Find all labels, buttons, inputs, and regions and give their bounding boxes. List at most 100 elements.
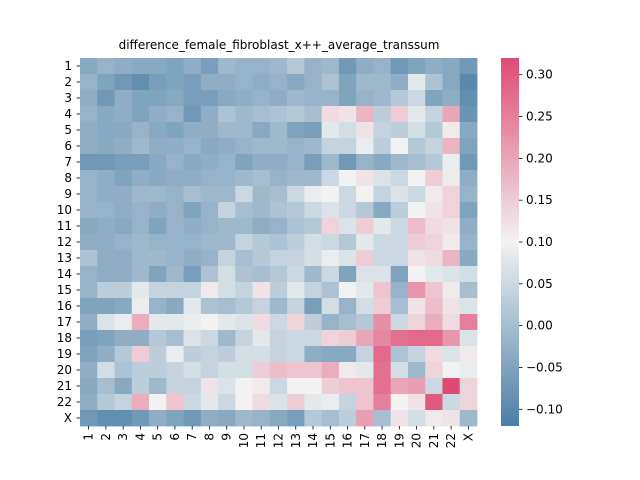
heatmap-cell — [235, 154, 254, 171]
heatmap-cell — [235, 234, 254, 251]
heatmap-cell — [390, 250, 409, 267]
heatmap-cell — [97, 314, 115, 331]
heatmap-cell — [407, 314, 426, 331]
heatmap-cell — [269, 186, 288, 203]
heatmap-cell — [269, 314, 288, 331]
heatmap-cell — [287, 282, 305, 299]
heatmap-cell — [166, 138, 184, 155]
heatmap-cell — [425, 154, 443, 171]
heatmap-cell — [269, 58, 288, 75]
heatmap-cell — [235, 314, 254, 331]
row-tick-label: 22 — [57, 395, 72, 409]
heatmap-cell — [183, 282, 202, 299]
heatmap-cell — [97, 186, 115, 203]
row-tick-label: 7 — [64, 155, 72, 169]
heatmap-cell — [131, 106, 150, 123]
heatmap-cell — [166, 58, 184, 75]
heatmap-cell — [338, 394, 357, 411]
heatmap-cell — [183, 138, 202, 155]
heatmap-cell — [235, 330, 254, 347]
row-tick-label: 5 — [64, 123, 72, 137]
heatmap-cell — [373, 106, 392, 123]
heatmap-cell — [459, 410, 478, 427]
heatmap-cell — [218, 266, 236, 283]
heatmap-cell — [338, 218, 357, 235]
heatmap-cell — [252, 90, 271, 107]
heatmap-cell — [200, 58, 219, 75]
heatmap-cell — [269, 330, 288, 347]
heatmap-cell — [442, 218, 461, 235]
col-tick-label: 19 — [392, 433, 406, 448]
heatmap-cell — [183, 106, 202, 123]
heatmap-cell — [149, 234, 167, 251]
heatmap-cell — [235, 138, 254, 155]
heatmap-cell — [80, 410, 98, 427]
heatmap-cell — [373, 330, 392, 347]
heatmap-cell — [407, 330, 426, 347]
heatmap-cell — [131, 394, 150, 411]
heatmap-cell — [149, 106, 167, 123]
heatmap-cell — [200, 202, 219, 219]
heatmap-cell — [183, 218, 202, 235]
heatmap-cell — [287, 298, 305, 315]
heatmap-cell — [166, 282, 184, 299]
heatmap-cell — [338, 58, 357, 75]
heatmap-cell — [200, 106, 219, 123]
colorbar-ticks: −0.10 −0.05 0.00 0.05 0.10 0.15 0.20 0.25 0.30 — [519, 68, 563, 416]
heatmap-cell — [235, 186, 254, 203]
heatmap-cell — [80, 122, 98, 139]
heatmap-cell — [200, 266, 219, 283]
heatmap-cell — [235, 410, 254, 427]
heatmap-cell — [269, 362, 288, 379]
heatmap-cell — [356, 186, 374, 203]
heatmap-cell — [200, 362, 219, 379]
heatmap-cell — [321, 90, 340, 107]
heatmap-cell — [373, 362, 392, 379]
heatmap-cell — [80, 346, 98, 363]
heatmap-cell — [269, 74, 288, 91]
heatmap-cell — [338, 282, 357, 299]
heatmap-cell — [373, 186, 392, 203]
heatmap-cell — [425, 218, 443, 235]
heatmap-cell — [390, 218, 409, 235]
heatmap-cell — [338, 90, 357, 107]
heatmap-cell — [97, 250, 115, 267]
heatmap-cell — [80, 106, 98, 123]
heatmap-cell — [114, 266, 133, 283]
heatmap-cell — [304, 90, 323, 107]
heatmap-cell — [321, 410, 340, 427]
heatmap-cell — [304, 170, 323, 187]
heatmap-cell — [183, 90, 202, 107]
heatmap-cell — [166, 202, 184, 219]
heatmap-cell — [356, 346, 374, 363]
heatmap-cell — [373, 298, 392, 315]
heatmap-cell — [425, 74, 443, 91]
col-tick-label: 22 — [444, 433, 458, 448]
heatmap-cell — [200, 378, 219, 395]
heatmap-cell — [218, 314, 236, 331]
heatmap-cell — [149, 346, 167, 363]
heatmap-cell — [131, 90, 150, 107]
heatmap-cell — [425, 282, 443, 299]
heatmap-cell — [200, 282, 219, 299]
heatmap-cell — [373, 90, 392, 107]
colorbar-gradient — [501, 58, 519, 426]
heatmap-cell — [183, 410, 202, 427]
col-tick-label: 17 — [358, 433, 372, 448]
heatmap-cell — [425, 394, 443, 411]
heatmap-cell — [321, 314, 340, 331]
heatmap-cell — [356, 74, 374, 91]
heatmap-cell — [442, 202, 461, 219]
heatmap-cell — [390, 394, 409, 411]
heatmap-cell — [390, 330, 409, 347]
heatmap-cell — [356, 138, 374, 155]
heatmap-cell — [252, 186, 271, 203]
heatmap-cell — [373, 122, 392, 139]
heatmap-cell — [390, 410, 409, 427]
row-tick-label: 17 — [57, 315, 72, 329]
row-tick-label: 20 — [57, 363, 72, 377]
heatmap-cell — [200, 90, 219, 107]
heatmap-cell — [287, 74, 305, 91]
